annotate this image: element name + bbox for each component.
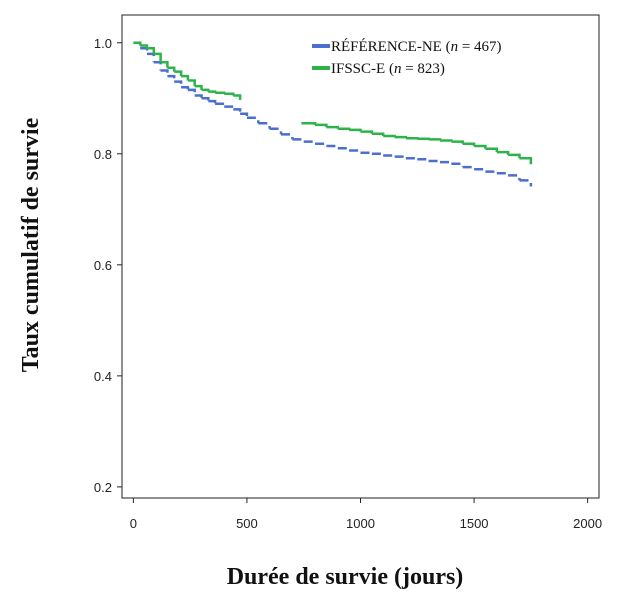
legend: RÉFÉRENCE-NE (n = 467) IFSSC-E (n = 823) xyxy=(312,38,502,77)
series-line-ifssc-e xyxy=(133,41,533,165)
x-axis-ticks: 0 500 1000 1500 2000 xyxy=(130,498,602,531)
legend-paren-open: ( xyxy=(389,61,394,77)
y-tick-label: 0.2 xyxy=(94,480,112,495)
x-tick-label: 1000 xyxy=(346,516,375,531)
legend-name-ifssc-e: IFSSC-E xyxy=(331,61,385,77)
legend-entry-reference-ne: RÉFÉRENCE-NE (n = 467) xyxy=(331,38,502,55)
y-tick-label: 1.0 xyxy=(94,36,112,51)
x-tick-label: 500 xyxy=(236,516,258,531)
x-tick-label: 2000 xyxy=(573,516,602,531)
y-tick-label: 0.4 xyxy=(94,369,112,384)
plot-frame xyxy=(121,14,600,499)
plot-border xyxy=(121,14,600,499)
legend-n-value-ifssc-e: = 823) xyxy=(405,61,445,77)
y-tick-label: 0.8 xyxy=(94,147,112,162)
legend-n-value-reference-ne: = 467) xyxy=(462,39,502,55)
x-tick-label: 1500 xyxy=(460,516,489,531)
legend-entry-ifssc-e: IFSSC-E (n = 823) xyxy=(331,61,445,77)
legend-paren-open: ( xyxy=(446,39,451,55)
y-axis-title: Taux cumulatif de survie xyxy=(18,117,44,372)
y-axis-ticks: 0.2 0.4 0.6 0.8 1.0 xyxy=(94,36,122,495)
x-axis-title: Durée de survie (jours) xyxy=(227,564,464,590)
y-tick-label: 0.6 xyxy=(94,258,112,273)
series-layer xyxy=(133,41,533,187)
legend-n-symbol: n xyxy=(451,39,459,55)
legend-n-symbol: n xyxy=(394,61,402,77)
x-tick-label: 0 xyxy=(130,516,137,531)
legend-name-reference-ne: RÉFÉRENCE-NE xyxy=(331,38,442,55)
